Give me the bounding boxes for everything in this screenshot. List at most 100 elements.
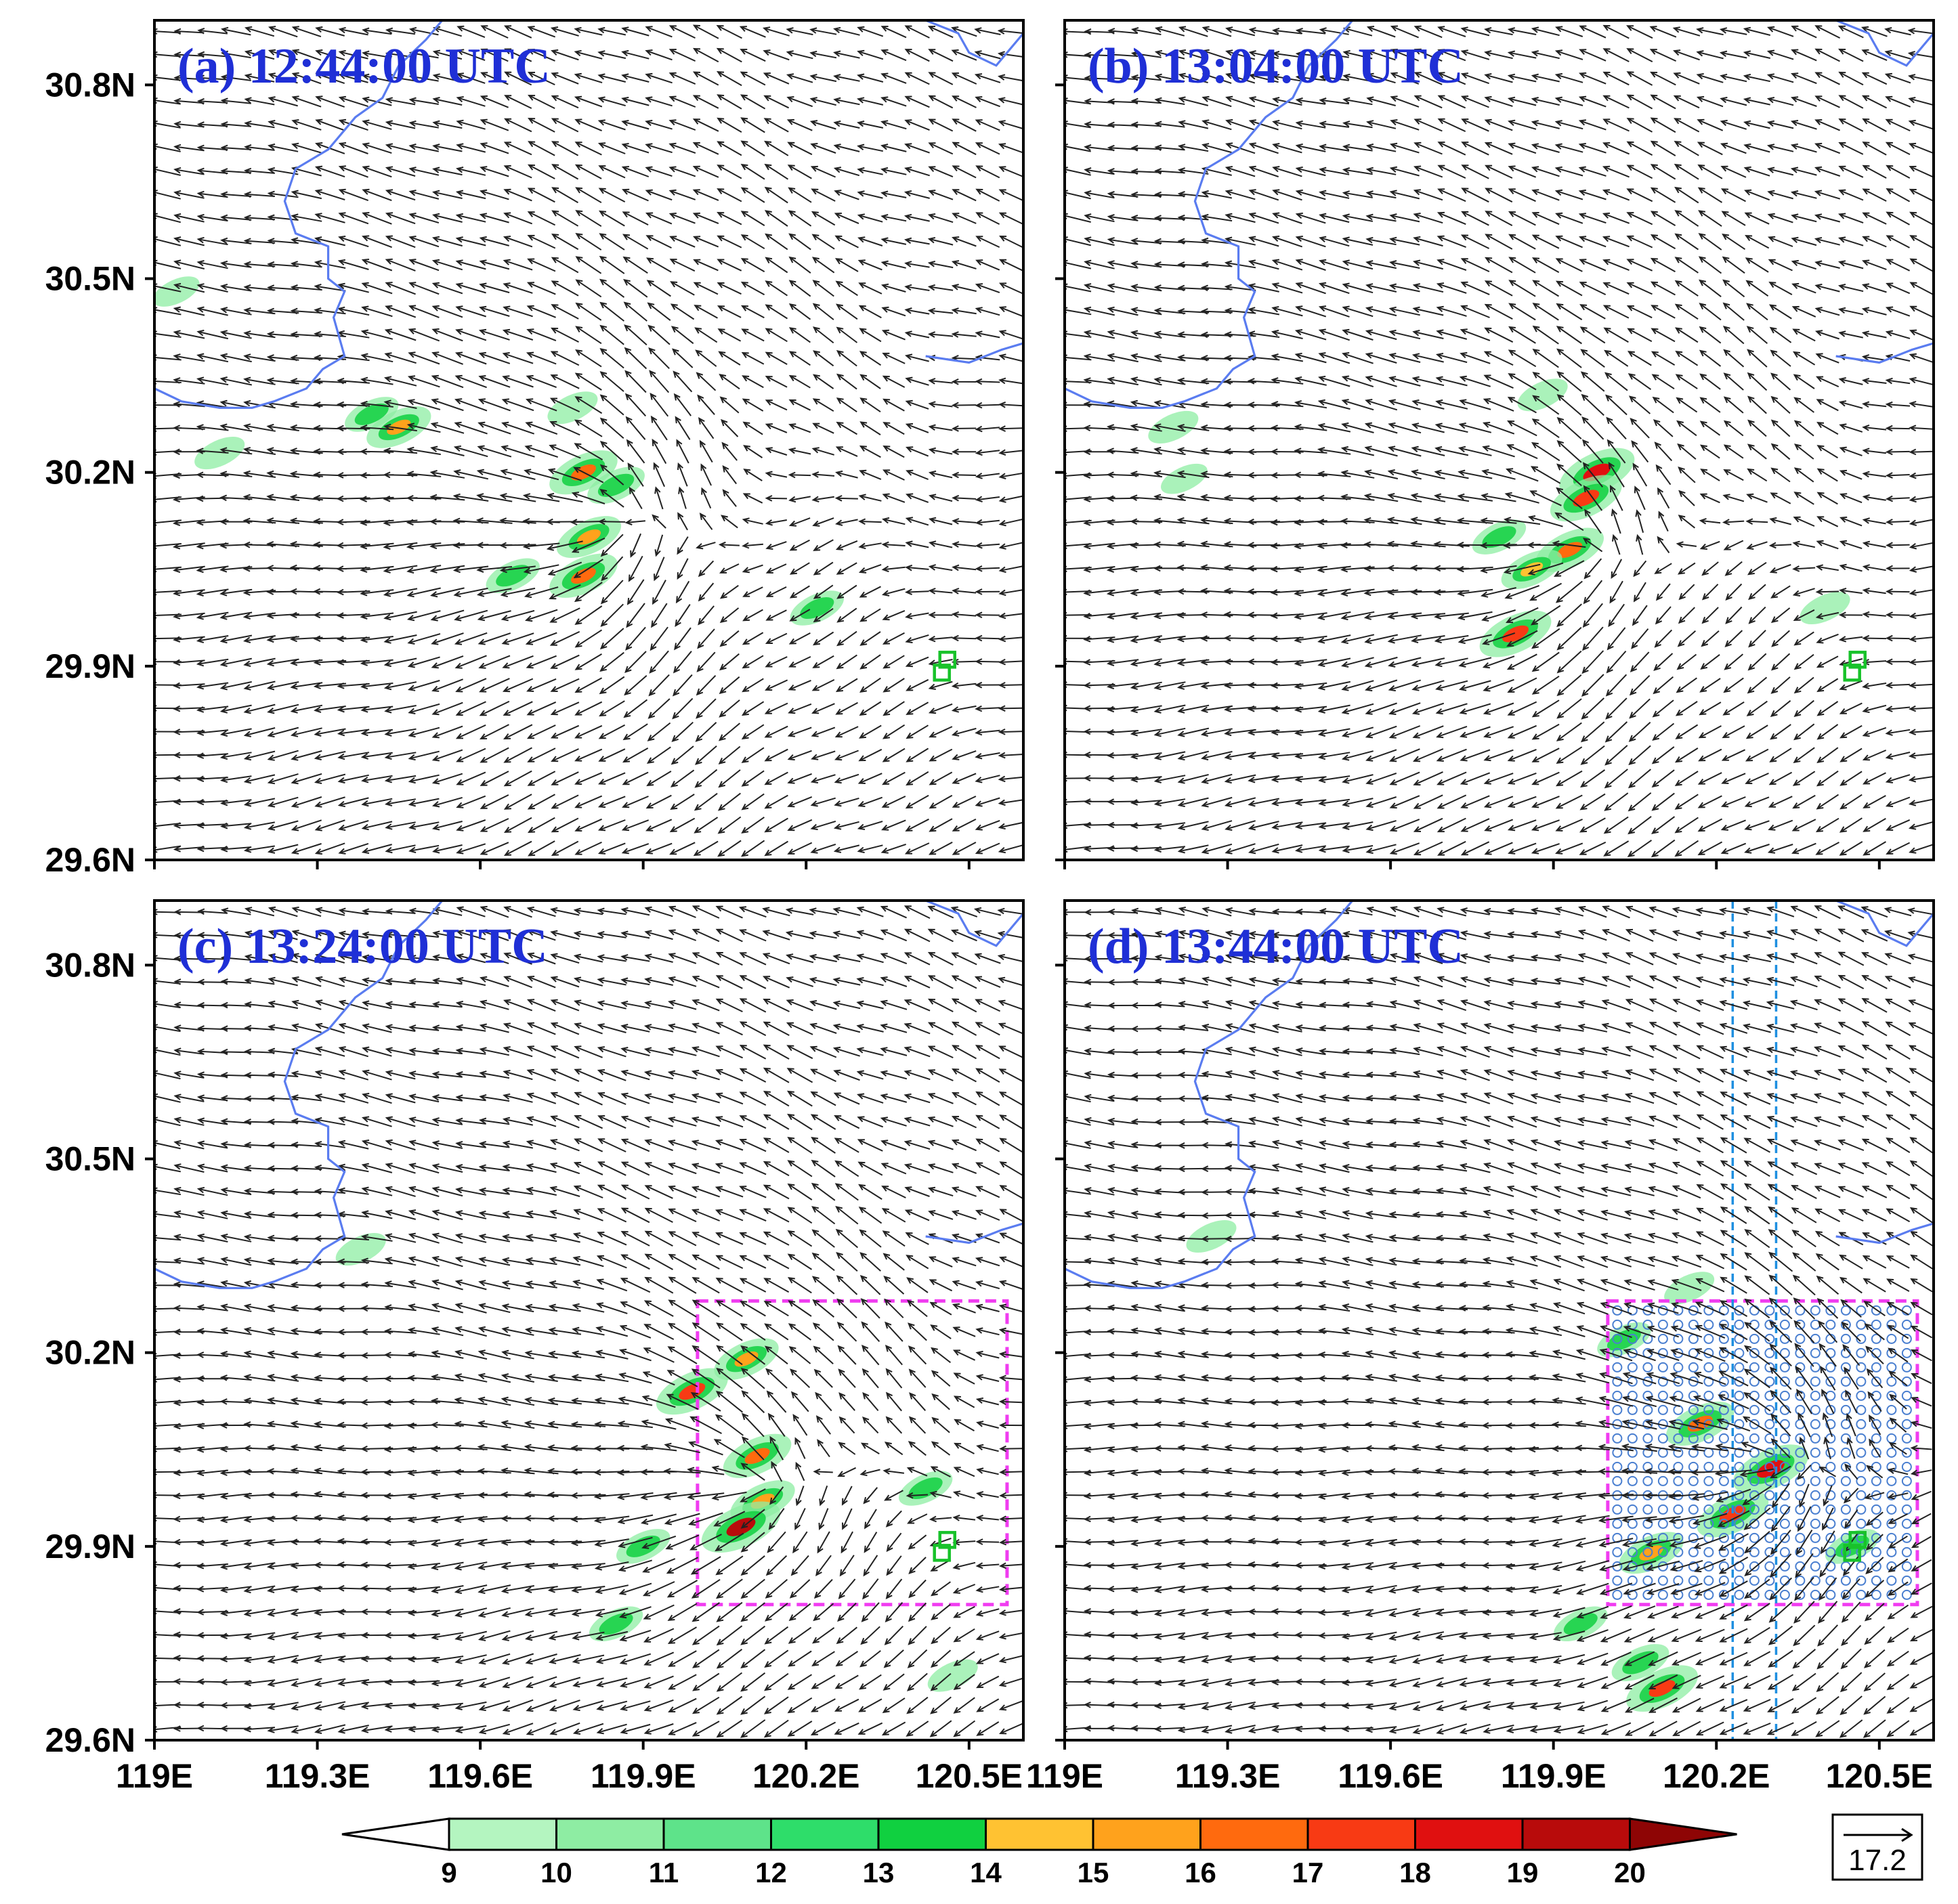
- wind-arrow: [975, 611, 1000, 618]
- wind-arrow: [667, 1140, 697, 1150]
- wind-arrow: [765, 1368, 788, 1389]
- wind-arrow: [499, 565, 536, 574]
- wind-arrow: [595, 1326, 629, 1337]
- wind-arrow: [524, 586, 559, 599]
- wind-arrow: [880, 1094, 908, 1103]
- wind-arrow: [1389, 976, 1420, 987]
- wind-arrow: [1626, 71, 1653, 86]
- wind-arrow: [196, 658, 229, 667]
- wind-arrow: [1413, 95, 1443, 109]
- wind-arrow: [1201, 1094, 1233, 1102]
- wind-arrow: [1723, 540, 1744, 550]
- wind-arrow: [1531, 748, 1560, 762]
- wind-arrow: [1650, 117, 1676, 133]
- wind-arrow: [1084, 213, 1115, 223]
- wind-arrow: [1153, 1398, 1186, 1404]
- wind-arrow: [1365, 1631, 1397, 1641]
- wind-arrow: [1530, 907, 1560, 915]
- wind-arrow: [1634, 485, 1646, 511]
- wind-arrow: [431, 821, 463, 831]
- wind-arrow: [906, 446, 929, 457]
- wind-arrow: [456, 819, 486, 831]
- wind-arrow: [266, 681, 299, 691]
- wind-arrow: [1554, 120, 1583, 130]
- wind-arrow: [833, 167, 860, 177]
- wind-arrow: [503, 259, 533, 271]
- wind-arrow: [1816, 399, 1839, 412]
- wind-arrow: [788, 655, 811, 668]
- wind-arrow: [1224, 729, 1256, 737]
- wind-arrow: [1365, 1726, 1397, 1733]
- wind-arrow: [998, 1045, 1023, 1059]
- wind-arrow: [431, 678, 463, 692]
- wind-arrow: [1224, 1491, 1256, 1498]
- wind-arrow: [696, 542, 716, 550]
- wind-arrow: [526, 282, 556, 295]
- wind-arrow: [1248, 821, 1279, 831]
- wind-arrow: [1201, 190, 1233, 199]
- wind-arrow: [431, 1024, 463, 1031]
- wind-arrow: [315, 26, 345, 37]
- wind-arrow: [788, 256, 811, 274]
- wind-arrow: [1506, 1725, 1538, 1733]
- wind-arrow: [597, 96, 626, 107]
- wind-arrow: [1863, 772, 1886, 785]
- wind-arrow: [1506, 1702, 1538, 1710]
- wind-arrow: [1317, 447, 1351, 455]
- wind-arrow: [362, 73, 392, 83]
- wind-arrow: [1674, 186, 1699, 204]
- wind-arrow: [1177, 1725, 1209, 1733]
- wind-arrow: [383, 376, 417, 387]
- wind-arrow: [1601, 1046, 1631, 1057]
- wind-arrow: [880, 953, 908, 965]
- wind-arrow: [882, 1697, 906, 1714]
- wind-arrow: [1701, 584, 1719, 601]
- wind-arrow: [765, 447, 788, 456]
- wind-arrow: [1434, 657, 1468, 668]
- wind-arrow: [173, 729, 205, 735]
- wind-arrow: [951, 72, 977, 85]
- wind-arrow: [361, 1725, 393, 1733]
- wind-arrow: [1674, 327, 1699, 343]
- wind-arrow: [1507, 931, 1537, 938]
- wind-arrow: [1908, 97, 1934, 106]
- wind-arrow: [1839, 817, 1863, 833]
- wind-arrow: [1271, 401, 1304, 408]
- wind-arrow: [1435, 353, 1468, 364]
- wind-arrow: [385, 258, 416, 272]
- wind-arrow: [173, 425, 205, 431]
- wind-arrow: [931, 1581, 951, 1597]
- wind-arrow: [1295, 908, 1326, 915]
- wind-arrow: [1576, 1325, 1609, 1338]
- wind-arrow: [1317, 634, 1351, 644]
- wind-arrow: [1746, 493, 1768, 503]
- wind-arrow: [549, 584, 581, 600]
- wind-arrow: [1838, 611, 1863, 619]
- shaded-cell-mid: [597, 473, 635, 497]
- wind-arrow: [1130, 1515, 1162, 1523]
- wind-arrow: [786, 953, 814, 964]
- wind-arrow: [501, 1326, 534, 1336]
- wind-arrow: [1201, 1000, 1232, 1010]
- wind-arrow: [408, 1232, 440, 1244]
- wind-arrow: [1721, 773, 1746, 784]
- wind-arrow: [1720, 796, 1746, 808]
- wind-arrow: [904, 49, 930, 62]
- wind-arrow: [908, 1368, 927, 1388]
- wind-arrow: [928, 588, 953, 594]
- wind-arrow: [762, 930, 790, 940]
- wind-arrow: [975, 1209, 1000, 1221]
- wind-arrow: [1365, 236, 1397, 246]
- wind-arrow: [787, 1253, 813, 1270]
- wind-arrow: [742, 609, 763, 622]
- wind-arrow: [927, 975, 954, 989]
- wind-arrow: [315, 930, 345, 940]
- wind-arrow: [1295, 1024, 1326, 1032]
- wind-arrow: [1201, 26, 1232, 37]
- wind-arrow: [551, 304, 579, 320]
- wind-arrow: [620, 1230, 650, 1247]
- wind-arrow: [1248, 236, 1279, 247]
- wind-arrow: [196, 376, 229, 386]
- wind-arrow: [385, 189, 416, 201]
- wind-arrow: [690, 1556, 721, 1575]
